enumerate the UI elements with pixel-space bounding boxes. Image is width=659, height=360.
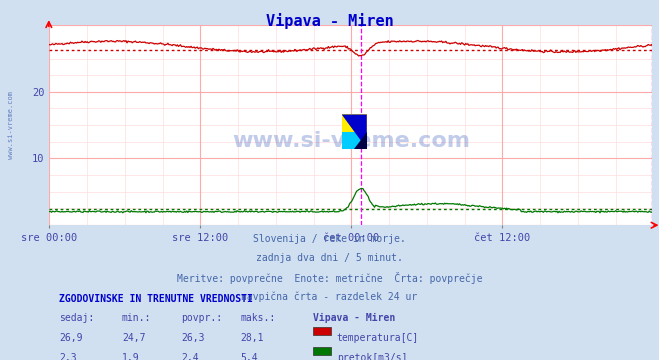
Polygon shape bbox=[355, 132, 367, 149]
Text: Vipava - Miren: Vipava - Miren bbox=[266, 13, 393, 28]
Text: 1,9: 1,9 bbox=[122, 353, 140, 360]
Text: 24,7: 24,7 bbox=[122, 333, 146, 343]
Text: sedaj:: sedaj: bbox=[59, 313, 94, 323]
Text: www.si-vreme.com: www.si-vreme.com bbox=[8, 91, 14, 159]
Text: 2,4: 2,4 bbox=[181, 353, 199, 360]
Text: Vipava - Miren: Vipava - Miren bbox=[313, 313, 395, 323]
Text: 2,3: 2,3 bbox=[59, 353, 77, 360]
Text: temperatura[C]: temperatura[C] bbox=[337, 333, 419, 343]
Text: 5,4: 5,4 bbox=[241, 353, 258, 360]
Polygon shape bbox=[342, 114, 367, 132]
Polygon shape bbox=[342, 114, 367, 149]
Text: 28,1: 28,1 bbox=[241, 333, 264, 343]
Text: Slovenija / reke in morje.: Slovenija / reke in morje. bbox=[253, 234, 406, 244]
Text: navpična črta - razdelek 24 ur: navpična črta - razdelek 24 ur bbox=[241, 291, 418, 302]
Text: zadnja dva dni / 5 minut.: zadnja dva dni / 5 minut. bbox=[256, 253, 403, 263]
Text: 26,3: 26,3 bbox=[181, 333, 205, 343]
Text: 26,9: 26,9 bbox=[59, 333, 83, 343]
Text: Meritve: povprečne  Enote: metrične  Črta: povprečje: Meritve: povprečne Enote: metrične Črta:… bbox=[177, 272, 482, 284]
Text: www.si-vreme.com: www.si-vreme.com bbox=[232, 131, 470, 151]
Text: pretok[m3/s]: pretok[m3/s] bbox=[337, 353, 407, 360]
Polygon shape bbox=[342, 132, 367, 149]
Text: ZGODOVINSKE IN TRENUTNE VREDNOSTI: ZGODOVINSKE IN TRENUTNE VREDNOSTI bbox=[59, 294, 253, 304]
Text: povpr.:: povpr.: bbox=[181, 313, 222, 323]
Text: maks.:: maks.: bbox=[241, 313, 275, 323]
Text: min.:: min.: bbox=[122, 313, 152, 323]
